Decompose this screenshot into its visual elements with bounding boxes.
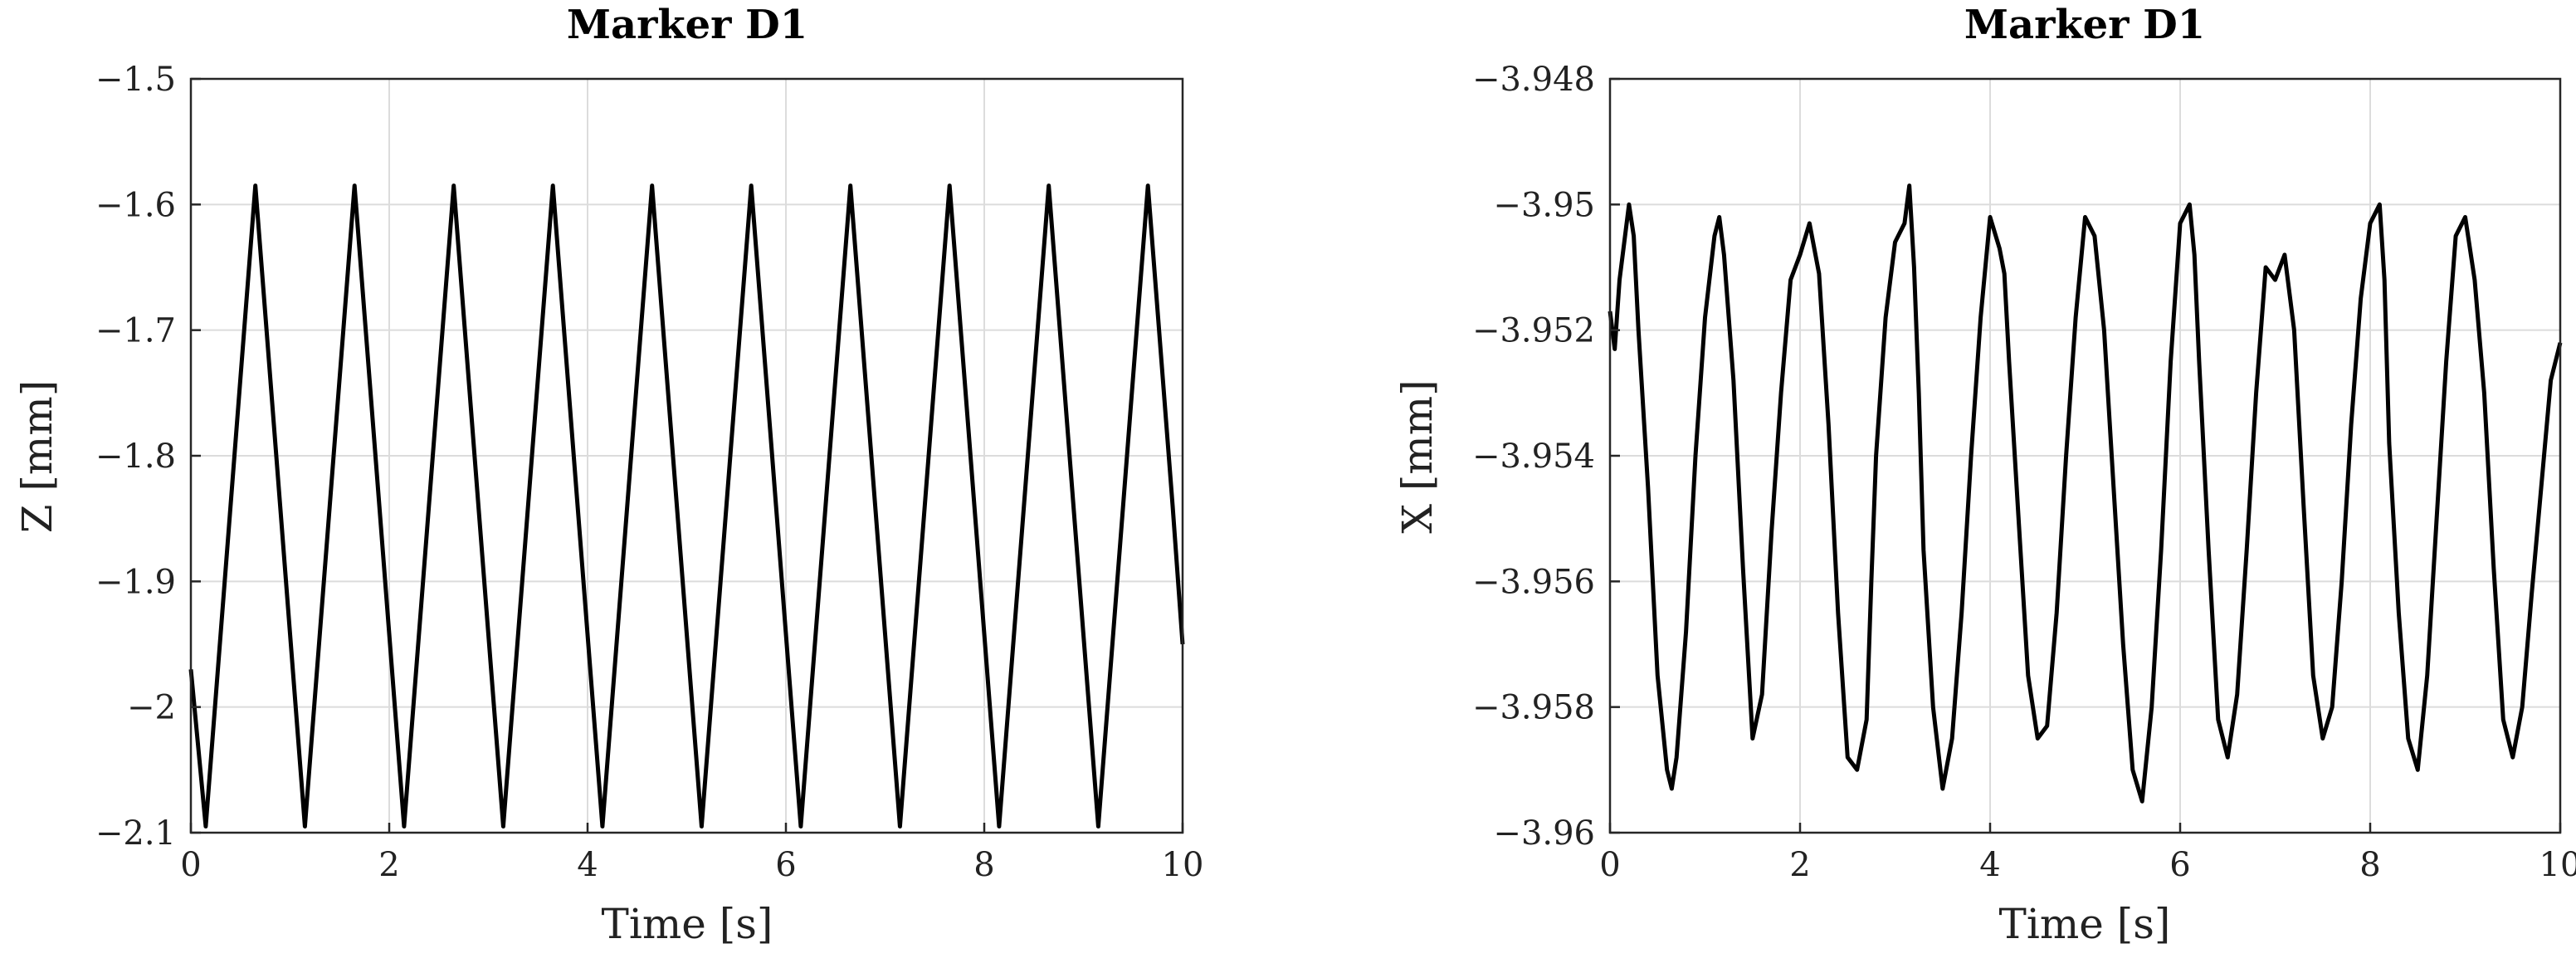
x-axis-label: Time [s] [602,900,773,948]
y-tick-label: −3.952 [1472,312,1595,350]
x-tick-label: 2 [378,846,399,884]
x-tick-label: 10 [1162,846,1204,884]
x-tick-label: 2 [1789,846,1810,884]
x-tick-label: 0 [180,846,201,884]
y-tick-label: −1.9 [95,563,176,601]
x-tick-label: 8 [973,846,994,884]
x-tick-label: 6 [775,846,796,884]
y-tick-label: −2.1 [95,814,176,853]
y-tick-label: −3.956 [1472,563,1595,601]
y-axis-label: X [mm] [1393,379,1442,533]
chart-title: Marker D1 [1964,2,2205,48]
x-tick-label: 4 [577,846,598,884]
chart-title: Marker D1 [567,2,807,48]
series-line-0 [188,183,1185,829]
y-tick-label: −1.8 [95,438,176,476]
x-tick-label: 0 [1599,846,1620,884]
x-tick-label: 6 [2169,846,2190,884]
x-tick-label: 8 [2359,846,2380,884]
y-tick-label: −3.958 [1472,689,1595,727]
chart-right-marker-d1-x: Marker D1 Time [s] X [mm] 0 2 4 6 8 10 −3.96 −3… [1393,2,2576,948]
x-axis-label: Time [s] [1999,900,2171,948]
y-tick-label: −3.954 [1472,438,1595,476]
y-tick-label: −1.5 [95,61,176,99]
y-tick-label: −1.6 [95,186,176,224]
series-line-0 [1608,183,2563,804]
chart-left-marker-d1-z: Marker D1 Time [s] Z [mm] 0 2 4 6 8 10 −2.1 −2 −… [13,2,1203,948]
y-tick-label: −3.95 [1493,186,1595,224]
y-tick-label: −1.7 [95,312,176,350]
x-tick-label: 4 [1979,846,2000,884]
y-tick-label: −2 [127,689,176,727]
y-tick-label: −3.96 [1493,814,1595,853]
y-tick-label: −3.948 [1472,61,1595,99]
x-tick-label: 10 [2539,846,2576,884]
grid [190,78,1183,834]
y-axis-label: Z [mm] [13,380,61,533]
